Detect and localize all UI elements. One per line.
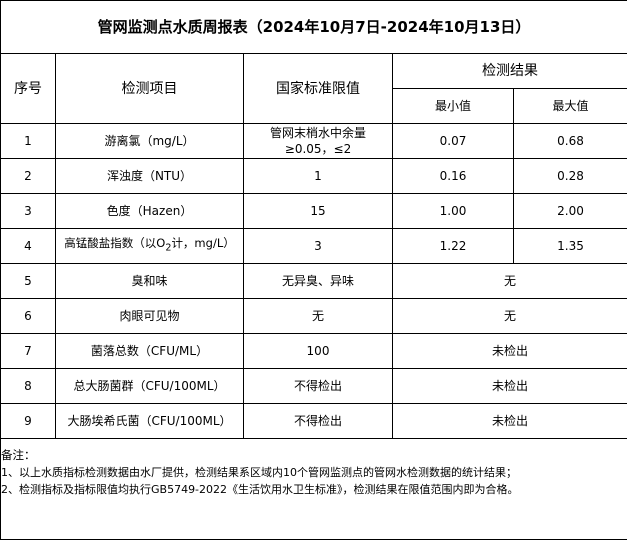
cell-standard: 不得检出 bbox=[244, 404, 393, 439]
notes: 备注： 1、以上水质指标检测数据由水厂提供，检测结果系区域内10个管网监测点的管… bbox=[1, 439, 627, 540]
cell-item: 臭和味 bbox=[56, 264, 244, 299]
cell-item: 大肠埃希氏菌（CFU/100ML） bbox=[56, 404, 244, 439]
cell-result: 未检出 bbox=[393, 334, 627, 369]
cell-standard: 管网末梢水中余量≥0.05，≤2 bbox=[244, 124, 393, 159]
table-row: 8 总大肠菌群（CFU/100ML） 不得检出 未检出 bbox=[1, 369, 627, 404]
cell-standard: 无 bbox=[244, 299, 393, 334]
cell-standard: 3 bbox=[244, 229, 393, 264]
table-row: 9 大肠埃希氏菌（CFU/100ML） 不得检出 未检出 bbox=[1, 404, 627, 439]
cell-seq: 9 bbox=[1, 404, 56, 439]
cell-min: 0.16 bbox=[393, 159, 514, 194]
cell-item: 肉眼可见物 bbox=[56, 299, 244, 334]
cell-min: 1.00 bbox=[393, 194, 514, 229]
item-text: 高锰酸盐指数（以O bbox=[64, 236, 165, 250]
header-min: 最小值 bbox=[393, 89, 514, 124]
item-text: 计，mg/L） bbox=[171, 236, 234, 250]
cell-seq: 5 bbox=[1, 264, 56, 299]
cell-seq: 1 bbox=[1, 124, 56, 159]
header-max: 最大值 bbox=[514, 89, 627, 124]
cell-item: 浑浊度（NTU） bbox=[56, 159, 244, 194]
header-item: 检测项目 bbox=[56, 54, 244, 124]
cell-seq: 8 bbox=[1, 369, 56, 404]
cell-max: 0.28 bbox=[514, 159, 627, 194]
cell-seq: 7 bbox=[1, 334, 56, 369]
cell-standard: 不得检出 bbox=[244, 369, 393, 404]
cell-item: 菌落总数（CFU/ML） bbox=[56, 334, 244, 369]
cell-max: 1.35 bbox=[514, 229, 627, 264]
notes-label: 备注： bbox=[1, 447, 627, 464]
cell-min: 1.22 bbox=[393, 229, 514, 264]
cell-standard: 无异臭、异味 bbox=[244, 264, 393, 299]
cell-seq: 4 bbox=[1, 229, 56, 264]
cell-seq: 6 bbox=[1, 299, 56, 334]
table-row: 2 浑浊度（NTU） 1 0.16 0.28 bbox=[1, 159, 627, 194]
cell-item: 高锰酸盐指数（以O2计，mg/L） bbox=[56, 229, 244, 264]
cell-standard: 15 bbox=[244, 194, 393, 229]
cell-standard: 100 bbox=[244, 334, 393, 369]
table-row: 3 色度（Hazen） 15 1.00 2.00 bbox=[1, 194, 627, 229]
cell-item: 游离氯（mg/L） bbox=[56, 124, 244, 159]
cell-result: 无 bbox=[393, 264, 627, 299]
table-row: 1 游离氯（mg/L） 管网末梢水中余量≥0.05，≤2 0.07 0.68 bbox=[1, 124, 627, 159]
cell-seq: 3 bbox=[1, 194, 56, 229]
cell-standard: 1 bbox=[244, 159, 393, 194]
table-row: 5 臭和味 无异臭、异味 无 bbox=[1, 264, 627, 299]
cell-seq: 2 bbox=[1, 159, 56, 194]
table-row: 6 肉眼可见物 无 无 bbox=[1, 299, 627, 334]
header-result: 检测结果 bbox=[393, 54, 627, 89]
cell-max: 0.68 bbox=[514, 124, 627, 159]
cell-item: 总大肠菌群（CFU/100ML） bbox=[56, 369, 244, 404]
header-standard: 国家标准限值 bbox=[244, 54, 393, 124]
page-title: 管网监测点水质周报表（2024年10月7日-2024年10月13日） bbox=[1, 1, 627, 54]
cell-result: 未检出 bbox=[393, 369, 627, 404]
table-row: 7 菌落总数（CFU/ML） 100 未检出 bbox=[1, 334, 627, 369]
header-seq: 序号 bbox=[1, 54, 56, 124]
notes-line-1: 1、以上水质指标检测数据由水厂提供，检测结果系区域内10个管网监测点的管网水检测… bbox=[1, 464, 627, 481]
table-row: 4 高锰酸盐指数（以O2计，mg/L） 3 1.22 1.35 bbox=[1, 229, 627, 264]
cell-result: 无 bbox=[393, 299, 627, 334]
cell-max: 2.00 bbox=[514, 194, 627, 229]
notes-line-2: 2、检测指标及指标限值均执行GB5749-2022《生活饮用水卫生标准》，检测结… bbox=[1, 481, 627, 498]
cell-result: 未检出 bbox=[393, 404, 627, 439]
cell-item: 色度（Hazen） bbox=[56, 194, 244, 229]
cell-min: 0.07 bbox=[393, 124, 514, 159]
